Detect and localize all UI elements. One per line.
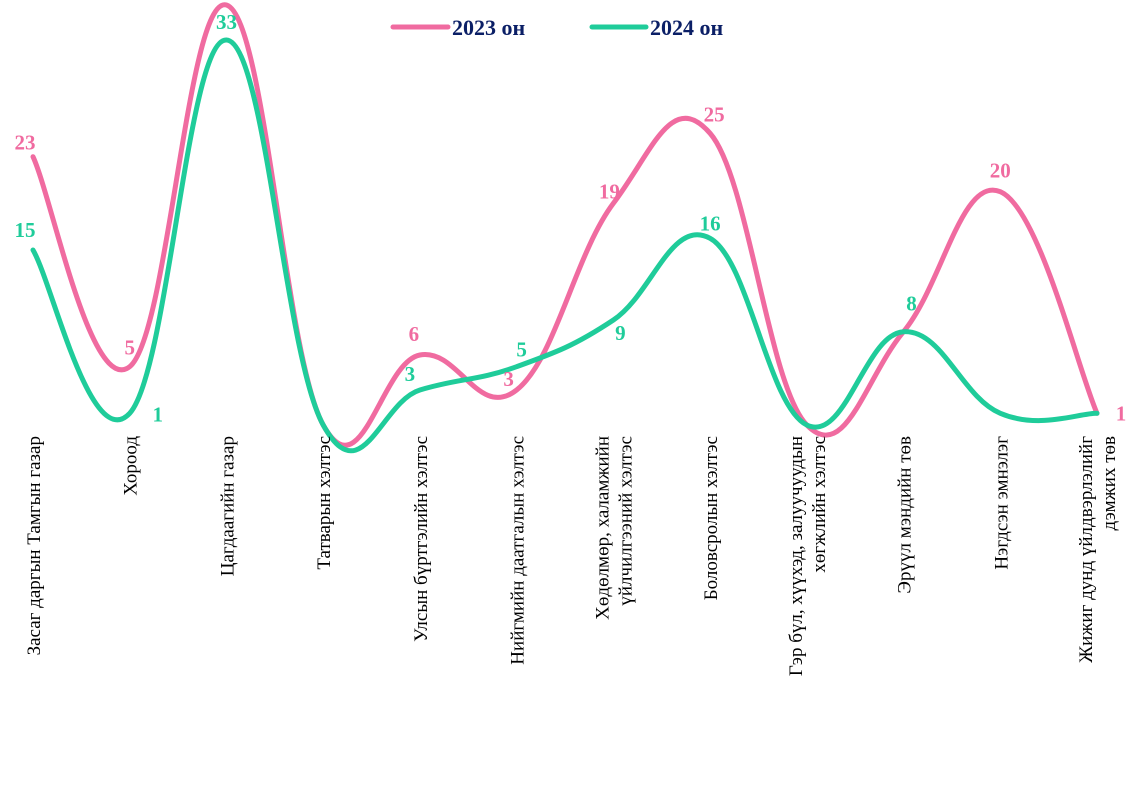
category-label-9: Эрүүл мэндийн төв xyxy=(895,436,916,594)
category-label-2: Цагдаагийн газар xyxy=(217,436,238,576)
category-axis-labels: Засаг даргын Тамгын газар Хороод Цагдаагий… xyxy=(24,436,1120,676)
series-line-0 xyxy=(30,2,1100,448)
data-label-s0-11: 1 xyxy=(1116,401,1127,425)
category-label-6: Хөдөлмөр, халамжийн үйлчилгээний хэлтэс xyxy=(592,436,636,620)
data-label-s1-6: 9 xyxy=(615,321,626,345)
category-label-4: Улсын бүртгэлийн хэлтэс xyxy=(411,436,432,642)
data-label-s1-1: 1 xyxy=(152,402,163,426)
data-label-s1-0: 15 xyxy=(15,218,36,242)
data-label-s1-7: 16 xyxy=(700,211,721,235)
category-label-3: Татварын хэлтэс xyxy=(314,436,335,570)
data-label-s0-0: 23 xyxy=(15,131,36,155)
data-label-s1-4: 3 xyxy=(405,362,416,386)
legend-label-2024: 2024 он xyxy=(650,15,724,40)
legend: 2023 он 2024 он xyxy=(390,15,724,40)
data-label-s0-1: 5 xyxy=(124,336,135,360)
data-label-s0-7: 25 xyxy=(704,102,725,126)
series-line-1 xyxy=(30,37,1100,454)
category-label-11: Жижиг дунд үйлдвэрлэлийг дэмжих төв xyxy=(1076,436,1120,663)
category-label-10: Нэгдсэн эмнэлэг xyxy=(991,436,1012,570)
data-label-s1-9: 8 xyxy=(906,292,917,316)
data-label-s0-4: 6 xyxy=(409,322,420,346)
data-label-s0-10: 20 xyxy=(990,159,1011,183)
data-label-s1-5: 5 xyxy=(516,338,527,362)
category-label-0: Засаг даргын Тамгын газар xyxy=(24,436,45,655)
legend-label-2023: 2023 он xyxy=(452,15,526,40)
series-layer xyxy=(30,2,1100,454)
data-label-s1-2: 33 xyxy=(216,10,237,34)
category-label-7: Боловсролын хэлтэс xyxy=(701,436,722,600)
category-label-8: Гэр бүл, хүүхэд, залуучуудын хөгжлийн хэл… xyxy=(786,436,830,676)
category-label-5: Нийгмийн даатгалын хэлтэс xyxy=(508,436,529,665)
data-label-s0-6: 19 xyxy=(599,179,620,203)
data-label-s0-5: 3 xyxy=(503,367,514,391)
category-label-1: Хороод xyxy=(121,436,142,496)
